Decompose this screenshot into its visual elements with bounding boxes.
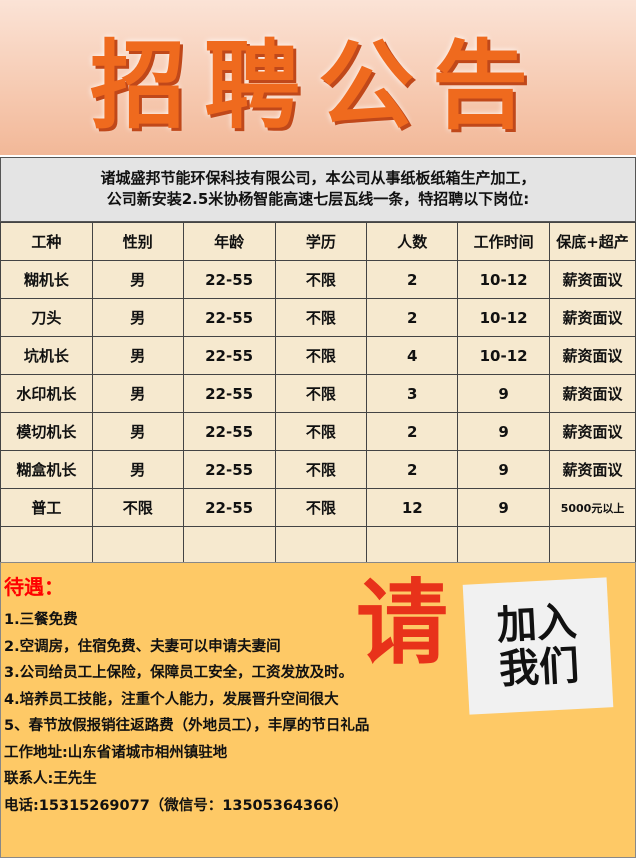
table-cell: 人数: [366, 222, 459, 261]
table-cell: 不限: [274, 450, 368, 489]
table-cell: 薪资面议: [549, 260, 636, 299]
table-cell: 薪资面议: [549, 298, 636, 337]
table-cell: 糊机长: [0, 260, 93, 299]
table-cell: 不限: [91, 488, 184, 527]
table-cell: 2: [366, 298, 459, 337]
table-cell: 2: [366, 412, 459, 451]
table-cell: 糊盒机长: [0, 450, 93, 489]
table-cell: 男: [91, 336, 184, 375]
table-cell: 男: [91, 412, 184, 451]
table-cell: 模切机长: [0, 412, 93, 451]
table-cell: 男: [91, 260, 184, 299]
table-row: 刀头男 22-55 不限 2 10-12 薪资面议: [0, 298, 636, 337]
table-cell: 不限: [274, 374, 368, 413]
table-cell: 保底+超产: [549, 222, 636, 261]
table-cell: 不限: [274, 260, 368, 299]
table-cell: 年龄: [182, 222, 276, 261]
table-cell: 9: [457, 450, 551, 489]
table-row: 糊盒机长男 22-55 不限 2 9 薪资面议: [0, 450, 636, 489]
table-cell: 薪资面议: [549, 450, 636, 489]
table-cell: 2: [366, 260, 459, 299]
table-header-row: 工种 性别 年龄 学历 人数 工作时间 保底+超产: [0, 222, 636, 261]
table-cell: 不限: [274, 488, 368, 527]
table-cell: 10-12: [457, 336, 551, 375]
benefits-section: 待遇： 1.三餐免费 2.空调房，住宿免费、夫妻可以申请夫妻间 3.公司给员工上保险…: [0, 562, 636, 858]
intro-line: 公司新安装2.5米协杨智能高速七层瓦线一条，特招聘以下岗位:: [106, 190, 530, 208]
table-cell: 男: [91, 450, 184, 489]
table-cell: 男: [91, 374, 184, 413]
table-cell: 22-55: [182, 336, 276, 375]
table-cell: 22-55: [182, 374, 276, 413]
table-cell: 12: [366, 488, 459, 527]
table-cell: 10-12: [457, 298, 551, 337]
table-cell: [366, 526, 459, 565]
table-cell: 22-55: [182, 412, 276, 451]
table-cell: 不限: [274, 412, 368, 451]
table-row-empty: [0, 526, 636, 565]
table-row: 水印机长男 22-55 不限 3 9 薪资面议: [0, 374, 636, 413]
table-row: 糊机长男 22-55 不限 2 10-12 薪资面议: [0, 260, 636, 299]
benefits-title: 待遇：: [4, 575, 64, 599]
benefit-line: 工作地址:山东省诸城市相州镇驻地: [4, 744, 228, 761]
table-cell: [274, 526, 368, 565]
company-intro: 诸城盛邦节能环保科技有限公司，本公司从事纸板纸箱生产加工， 公司新安装2.5米协…: [0, 157, 636, 222]
table-cell: 22-55: [182, 260, 276, 299]
table-cell: 男: [91, 298, 184, 337]
table-cell: 10-12: [457, 260, 551, 299]
table-cell: 9: [457, 488, 551, 527]
table-cell: 不限: [274, 336, 368, 375]
table-cell: 9: [457, 412, 551, 451]
table-cell: 5000元以上: [549, 488, 636, 527]
table-cell: [182, 526, 276, 565]
table-cell: 3: [366, 374, 459, 413]
table-cell: 薪资面议: [549, 374, 636, 413]
table-cell: 坑机长: [0, 336, 93, 375]
benefit-line: 2.空调房，住宿免费、夫妻可以申请夫妻间: [4, 638, 281, 655]
table-cell: [549, 526, 636, 565]
benefit-line: 3.公司给员工上保险，保障员工安全，工资发放及时。: [4, 665, 354, 681]
table-row: 坑机长男 22-55 不限 4 10-12 薪资面议: [0, 336, 636, 375]
table-cell: [91, 526, 184, 565]
table-cell: 工作时间: [457, 222, 551, 261]
table-cell: 水印机长: [0, 374, 93, 413]
table-cell: 性别: [91, 222, 184, 261]
join-text: 加入: [495, 598, 578, 650]
banner-title: 招聘公告: [90, 30, 546, 142]
please-graphic: 请: [356, 570, 449, 677]
table-cell: 2: [366, 450, 459, 489]
table-cell: 工种: [0, 222, 93, 261]
table-cell: 22-55: [182, 298, 276, 337]
table-cell: 薪资面议: [549, 412, 636, 451]
table-cell: 薪资面议: [549, 336, 636, 375]
table-cell: 普工: [0, 488, 93, 527]
table-cell: [457, 526, 551, 565]
table-cell: 4: [366, 336, 459, 375]
intro-line: 诸城盛邦节能环保科技有限公司，本公司从事纸板纸箱生产加工，: [100, 169, 536, 187]
table-cell: 不限: [274, 298, 368, 337]
benefit-line: 1.三餐免费: [4, 612, 78, 628]
table-cell: 9: [457, 374, 551, 413]
benefit-line: 联系人:王先生: [4, 771, 97, 787]
positions-table: 工种 性别 年龄 学历 人数 工作时间 保底+超产 糊机长男 22-55 不限 2 10-12 薪资面议…: [0, 222, 636, 565]
benefit-line: 电话:15315269077（微信号：13505364366）: [4, 797, 348, 814]
join-us-image: 加入 我们: [462, 577, 614, 715]
table-row: 模切机长男 22-55 不限 2 9 薪资面议: [0, 412, 636, 451]
table-cell: 学历: [274, 222, 368, 261]
join-text: 我们: [498, 642, 581, 694]
benefit-line: 5、春节放假报销往返路费（外地员工），丰厚的节日礼品: [4, 718, 370, 734]
header-banner: 招聘公告: [0, 0, 636, 155]
table-cell: 22-55: [182, 488, 276, 527]
benefit-line: 4.培养员工技能，注重个人能力，发展晋升空间很大: [4, 691, 339, 708]
table-cell: [0, 526, 93, 565]
table-row: 普工 不限 22-55 不限 12 9 5000元以上: [0, 488, 636, 527]
table-cell: 22-55: [182, 450, 276, 489]
table-cell: 刀头: [0, 298, 93, 337]
